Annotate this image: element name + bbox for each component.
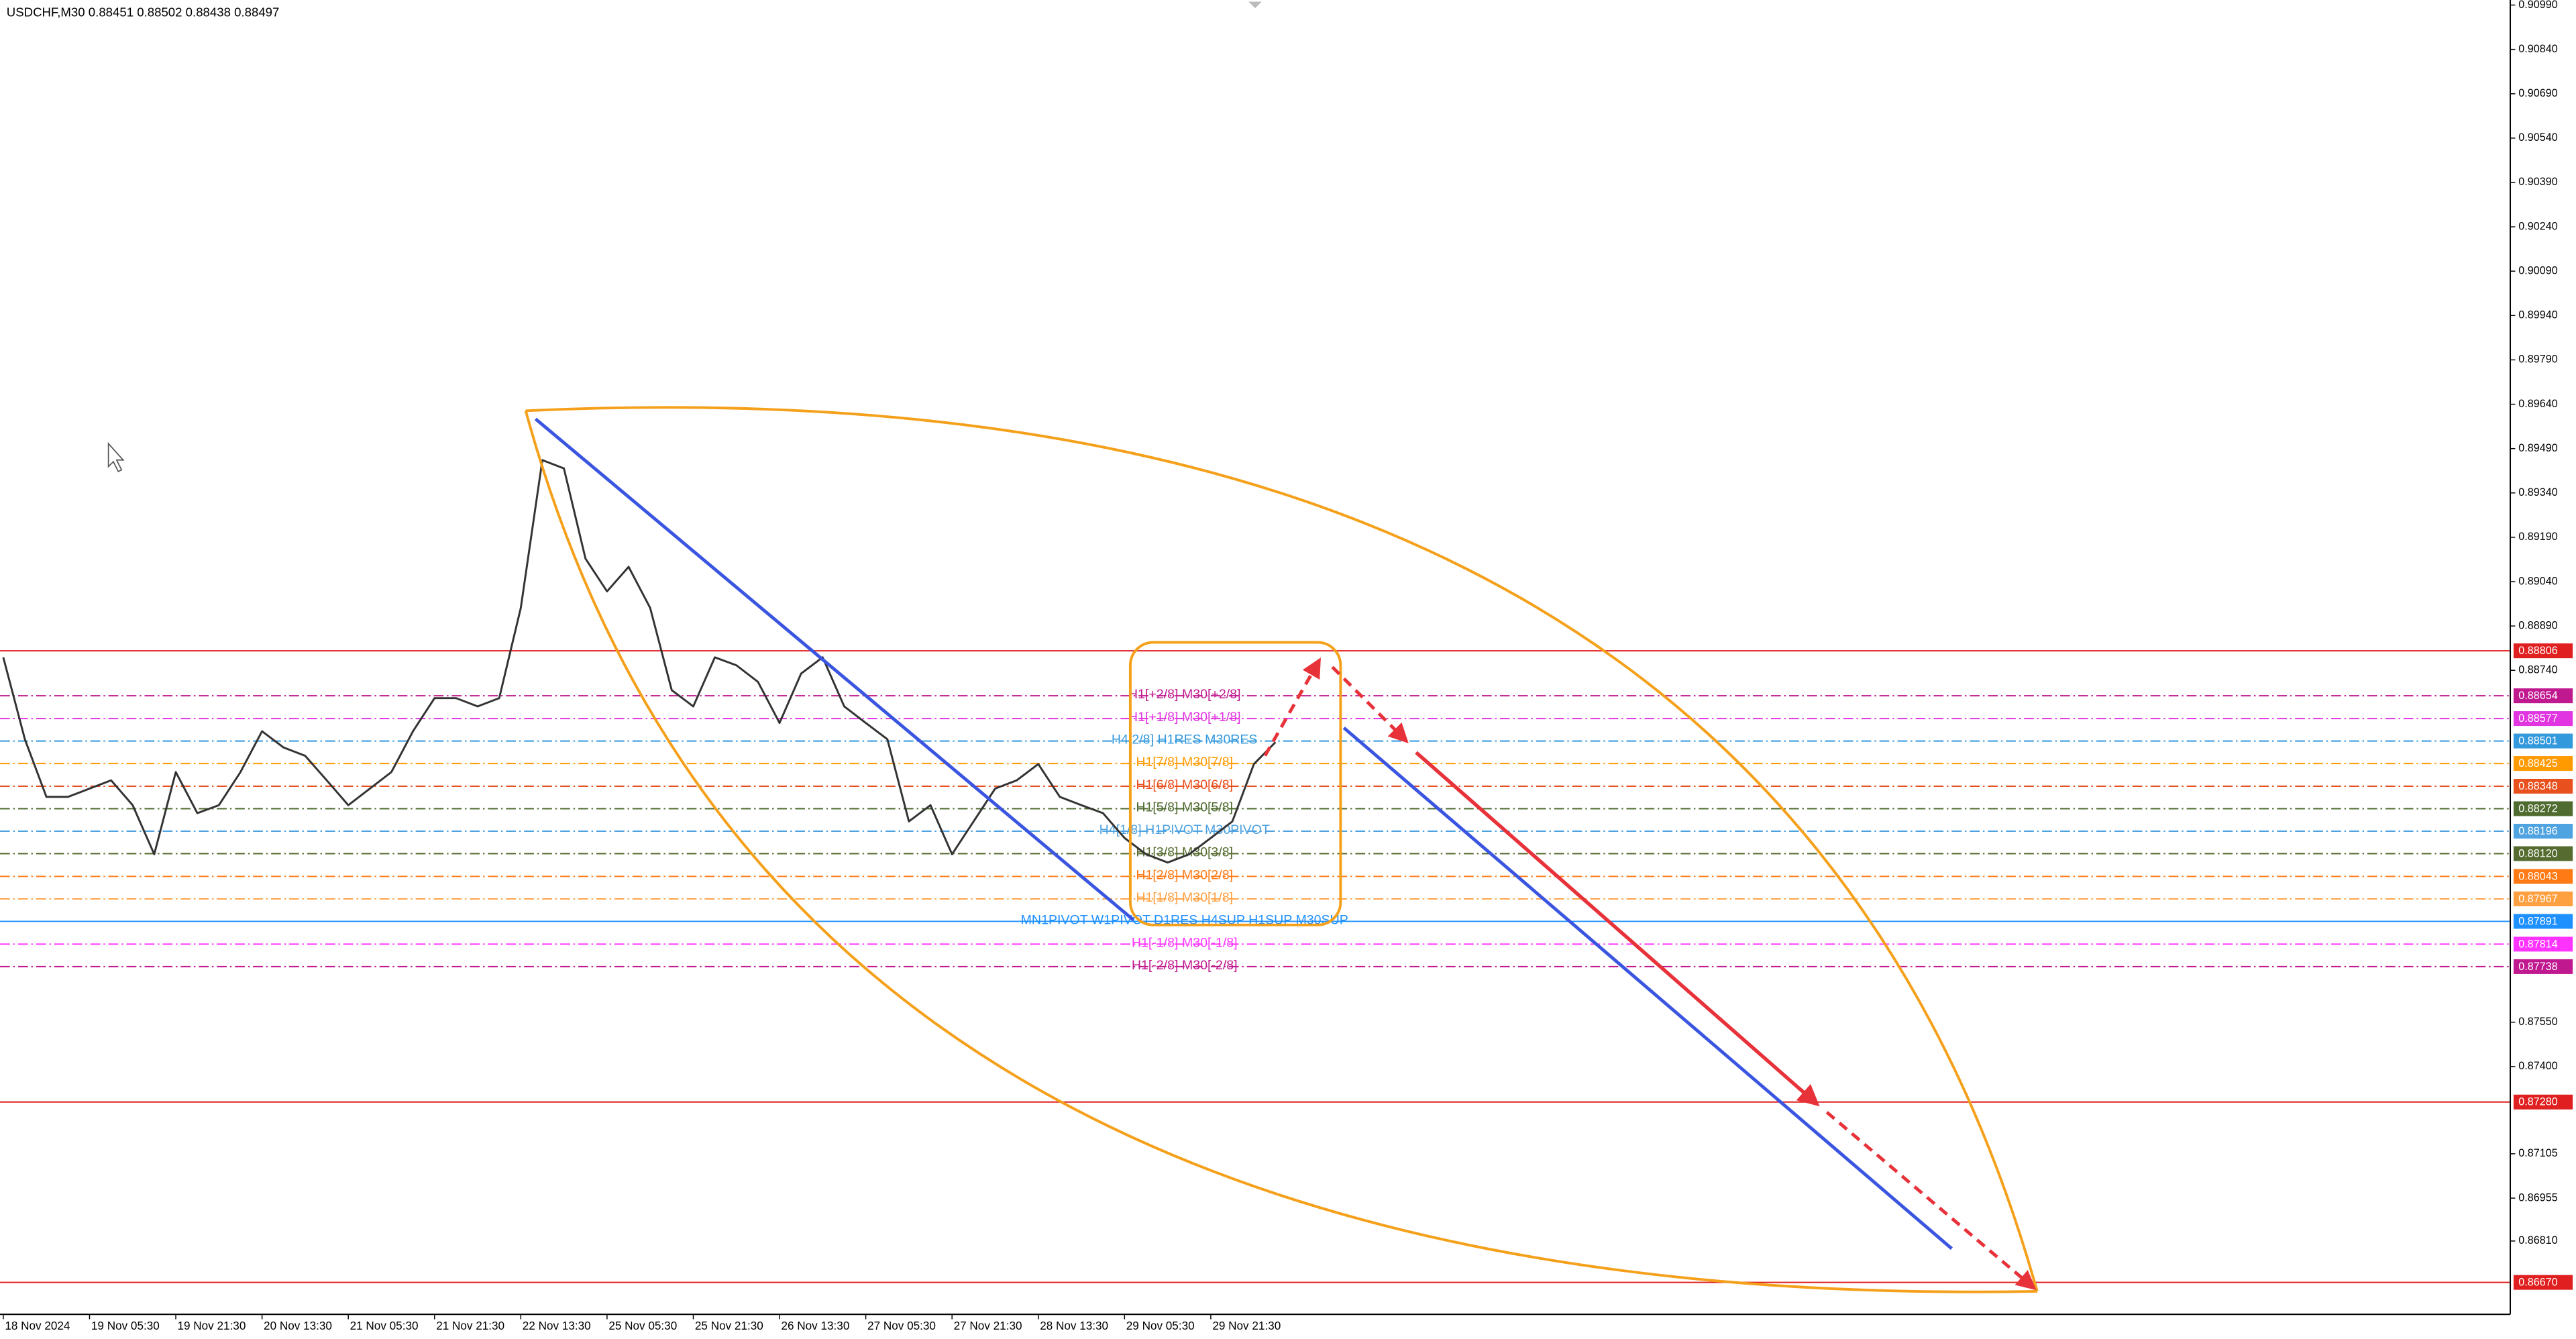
cursor	[107, 442, 125, 473]
level-tag-label: 0.88806	[2518, 645, 2557, 657]
drawings	[107, 1, 2039, 1293]
y-tick-label: 0.89940	[2518, 309, 2557, 321]
level-tag	[2513, 936, 2573, 952]
y-tick-label: 0.87105	[2518, 1147, 2557, 1159]
level-tag-label: 0.87891	[2518, 915, 2557, 927]
arrow	[1415, 751, 1820, 1107]
x-tick-label: 25 Nov 05:30	[608, 1319, 677, 1332]
level-label: H1[5/8] M30[5/8]	[1136, 800, 1233, 814]
x-tick-label: 27 Nov 21:30	[954, 1319, 1022, 1332]
level-tag-label: 0.88196	[2518, 825, 2557, 837]
level-label: H1[-2/8] M30[-2/8]	[1132, 958, 1238, 973]
x-tick-label: 25 Nov 21:30	[695, 1319, 763, 1332]
x-tick-label: 20 Nov 13:30	[264, 1319, 332, 1332]
x-tick-label: 21 Nov 05:30	[350, 1319, 419, 1332]
x-tick-label: 26 Nov 13:30	[781, 1319, 849, 1332]
level-tag-label: 0.87814	[2518, 938, 2557, 950]
level-tag-label: 0.87738	[2518, 961, 2557, 973]
price	[2, 459, 1277, 864]
y-tick-label: 0.89640	[2518, 398, 2557, 410]
x-tick-label: 21 Nov 21:30	[436, 1319, 504, 1332]
level-tag-label: 0.88348	[2518, 780, 2557, 792]
x-tick-label: 22 Nov 13:30	[523, 1319, 591, 1332]
x-tick-label: 28 Nov 13:30	[1040, 1319, 1108, 1332]
trend-line	[1342, 727, 1953, 1250]
level-tag-label: 0.88272	[2518, 803, 2557, 815]
level-tag-label: 0.88043	[2518, 870, 2557, 882]
trend-line	[534, 417, 1135, 922]
level-tag	[2513, 914, 2573, 929]
y-tick-label: 0.89190	[2518, 531, 2557, 543]
price-line	[2, 459, 1277, 864]
level-tag	[2513, 824, 2573, 839]
y-tick-label: 0.89490	[2518, 442, 2557, 454]
level-tag	[2513, 1094, 2573, 1110]
arrow	[1263, 657, 1321, 757]
level-tag-label: 0.88577	[2518, 712, 2557, 725]
level-label: H1[+1/8] M30[+1/8]	[1128, 710, 1241, 725]
level-label: H1[1/8] M30[1/8]	[1136, 890, 1233, 905]
y-tick-label: 0.90540	[2518, 131, 2557, 144]
level-label: H1[+2/8] M30[+2/8]	[1128, 687, 1241, 702]
level-label: H1[7/8] M30[7/8]	[1136, 755, 1233, 769]
arc-lower	[524, 410, 2037, 1293]
level-tag	[2513, 711, 2573, 727]
range-box	[1128, 641, 1342, 926]
x-tick-label: 29 Nov 05:30	[1126, 1319, 1195, 1332]
x-tick-label: 19 Nov 21:30	[177, 1319, 246, 1332]
x-tick-label: 19 Nov 05:30	[91, 1319, 160, 1332]
level-tag	[2513, 756, 2573, 771]
level-tag-label: 0.87280	[2518, 1096, 2557, 1108]
level-tag	[2513, 779, 2573, 794]
x-tick-label: 18 Nov 2024	[5, 1319, 70, 1332]
chart-title: USDCHF,M30 0.88451 0.88502 0.88438 0.884…	[7, 5, 280, 19]
level-tag	[2513, 846, 2573, 861]
level-tag	[2513, 1275, 2573, 1290]
level-label: H1[-1/8] M30[-1/8]	[1132, 935, 1238, 950]
y-tick-label: 0.90090	[2518, 264, 2557, 276]
level-label: H1[6/8] M30[6/8]	[1136, 778, 1233, 792]
level-tag	[2513, 733, 2573, 749]
y-tick-label: 0.87550	[2518, 1016, 2557, 1028]
level-tag-label: 0.88425	[2518, 757, 2557, 769]
y-tick-label: 0.90990	[2518, 0, 2557, 11]
y-tick-label: 0.87400	[2518, 1060, 2557, 1072]
x-tick-label: 29 Nov 21:30	[1212, 1319, 1281, 1332]
level-tag-label: 0.87967	[2518, 893, 2557, 905]
x-tick-label: 27 Nov 05:30	[867, 1319, 936, 1332]
y-tick-label: 0.90840	[2518, 43, 2557, 55]
y-tick-label: 0.86955	[2518, 1191, 2557, 1203]
level-tag	[2513, 643, 2573, 659]
level-label: H1[2/8] M30[2/8]	[1136, 867, 1233, 882]
arc-upper	[525, 406, 2039, 1292]
level-tag-label: 0.88501	[2518, 735, 2557, 747]
level-label: H4[2/8] H1RES M30RES	[1112, 733, 1258, 747]
level-tag-label: 0.88120	[2518, 848, 2557, 860]
y-tick-label: 0.88890	[2518, 619, 2557, 631]
axis: 0.90990 0.90840 0.90690 0.90540 0.90390 0.902…	[3, 0, 2573, 1332]
level-tag	[2513, 959, 2573, 974]
level-tag	[2513, 869, 2573, 884]
y-tick-label: 0.88740	[2518, 664, 2557, 676]
level-label: H1[3/8] M30[3/8]	[1136, 845, 1233, 859]
level-tag	[2513, 688, 2573, 704]
y-tick-label: 0.89340	[2518, 486, 2557, 498]
level-tag-label: 0.88654	[2518, 690, 2557, 702]
level-label: H4[1/8] H1PIVOT M30PIVOT	[1099, 822, 1270, 837]
y-tick-label: 0.90690	[2518, 87, 2557, 99]
y-tick-label: 0.86810	[2518, 1234, 2557, 1246]
y-tick-label: 0.89790	[2518, 354, 2557, 366]
arrow	[1825, 1111, 2037, 1291]
marker	[1248, 1, 1262, 9]
level-tag	[2513, 801, 2573, 816]
level-tag-label: 0.86670	[2518, 1277, 2557, 1289]
arrow	[1331, 665, 1409, 743]
y-tick-label: 0.89040	[2518, 575, 2557, 587]
level-tag	[2513, 891, 2573, 906]
y-tick-label: 0.90240	[2518, 220, 2557, 232]
y-tick-label: 0.90390	[2518, 176, 2557, 188]
